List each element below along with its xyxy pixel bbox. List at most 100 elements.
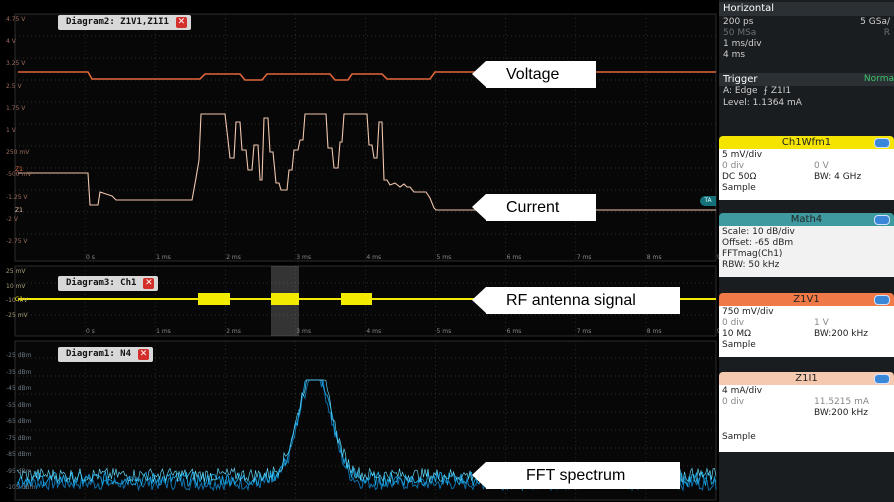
- trigger-level-row[interactable]: Level: 1.1364 mA: [723, 98, 802, 108]
- card-row-value: BW:200 kHz: [814, 329, 868, 339]
- y-axis-label: -1.25 V: [6, 193, 28, 201]
- card-row: 4 mA/div: [722, 386, 890, 397]
- tab-diagram1[interactable]: Diagram1: N4 ✕: [58, 347, 154, 362]
- channel-marker-z1v1[interactable]: Z1: [15, 166, 23, 173]
- horizontal-row-label: 200 ps: [723, 17, 754, 27]
- y-axis-label: 1 V: [6, 127, 16, 134]
- x-axis-label: 4 ms: [366, 254, 382, 261]
- horizontal-row-value: R: [883, 28, 890, 38]
- y-axis-label: -25 mV: [6, 311, 28, 319]
- card-body: Scale: 10 dB/div Offset: -65 dBm FFTmag(Ch…: [719, 226, 894, 277]
- horizontal-row: 4 ms: [723, 50, 890, 60]
- channel-card-z1i1[interactable]: Z1I1 4 mA/div 0 div 11.5215 mA BW:200 kHz Sam…: [719, 372, 894, 452]
- toggle-icon[interactable]: [874, 374, 890, 384]
- current-callout-label: Current: [506, 199, 560, 216]
- y-axis-label: -25 dBm: [6, 352, 32, 359]
- horizontal-header[interactable]: Horizontal: [719, 2, 894, 16]
- close-icon[interactable]: ✕: [138, 349, 150, 360]
- card-row: 750 mV/div: [722, 307, 890, 318]
- trigger-header[interactable]: Trigger Norma: [719, 73, 894, 86]
- card-row-label: 0 div: [722, 318, 745, 328]
- card-title-label: Ch1Wfm1: [781, 137, 832, 148]
- rf-burst-2: [271, 293, 299, 305]
- fft-callout: FFT spectrum: [472, 462, 680, 489]
- x-axis-label: 3 ms: [296, 328, 311, 335]
- card-row: 0 div 11.5215 mA: [722, 397, 890, 408]
- x-axis-label: 5 ms: [436, 254, 452, 261]
- card-row: Sample: [722, 340, 890, 351]
- card-row-label: 4 mA/div: [722, 386, 763, 396]
- settings-panel: Horizontal 200 ps 5 GSa/50 MSa R 1 ms/div 4 …: [719, 0, 894, 502]
- y-axis-label: -85 dBm: [6, 451, 32, 458]
- x-axis-label: 8 ms: [646, 254, 662, 261]
- channel-marker-z1i1[interactable]: Z1: [15, 207, 23, 214]
- card-row-label: Sample: [722, 183, 756, 193]
- card-row-label: 0 div: [722, 161, 745, 171]
- voltage-trace: [18, 71, 716, 81]
- x-axis-label: 3 ms: [296, 254, 311, 261]
- channel-card-ch1wfm1[interactable]: Ch1Wfm1 5 mV/div 0 div 0 V DC 50Ω BW: 4 GHz Sa…: [719, 136, 894, 200]
- toggle-icon[interactable]: [874, 138, 890, 148]
- card-row: Scale: 10 dB/div: [722, 227, 890, 238]
- card-title-label: Math4: [790, 214, 823, 225]
- card-row-label: 750 mV/div: [722, 307, 774, 317]
- card-row-label: RBW: 50 kHz: [722, 260, 780, 270]
- y-axis-label: 250 mV: [6, 149, 30, 157]
- tab-diagram2-label: Diagram2: Z1V1,Z1I1: [66, 17, 169, 27]
- trigger-marker[interactable]: TA: [700, 196, 716, 206]
- close-icon[interactable]: ✕: [143, 278, 155, 289]
- card-row: 0 div 1 V: [722, 318, 890, 329]
- card-row: 10 MΩ BW:200 kHz: [722, 329, 890, 340]
- card-title: Z1I1: [719, 372, 894, 385]
- channel-marker-c1[interactable]: C1: [15, 296, 24, 303]
- y-axis-label: -500 mV: [6, 171, 32, 179]
- toggle-icon[interactable]: [874, 295, 890, 305]
- rf-callout: RF antenna signal: [472, 287, 680, 314]
- card-row-value: BW: 4 GHz: [814, 172, 862, 182]
- trigger-edge-row[interactable]: A: Edge ⨍ Z1I1: [723, 86, 890, 96]
- tab-diagram1-label: Diagram1: N4: [66, 349, 132, 359]
- current-callout: Current: [472, 194, 596, 221]
- y-axis-label: 1.75 V: [6, 104, 26, 112]
- card-body: 4 mA/div 0 div 11.5215 mA BW:200 kHz Sample: [719, 385, 894, 452]
- card-row-label: 0 div: [722, 397, 745, 407]
- x-axis-label: 2 ms: [226, 328, 241, 335]
- close-icon[interactable]: ✕: [175, 17, 187, 28]
- channel-card-math4[interactable]: Math4 Scale: 10 dB/div Offset: -65 dBm FFTm…: [719, 213, 894, 277]
- x-axis-label: 8 ms: [646, 328, 662, 335]
- current-trace: [18, 113, 716, 211]
- y-axis-label: 25 mV: [6, 268, 26, 275]
- card-row: RBW: 50 kHz: [722, 260, 890, 271]
- y-axis-label: 4 V: [6, 38, 16, 46]
- card-row: 5 mV/div: [722, 150, 890, 161]
- voltage-callout-label: Voltage: [506, 66, 560, 83]
- card-title: Z1V1: [719, 293, 894, 306]
- y-axis-label: -2 V: [6, 215, 18, 223]
- y-axis-label: -10 mV: [6, 297, 28, 304]
- horizontal-row: 1 ms/div: [723, 39, 890, 49]
- y-axis-label: -95 dBm: [6, 467, 32, 475]
- card-row: Sample: [722, 432, 890, 443]
- toggle-icon[interactable]: [874, 215, 890, 225]
- card-title: Math4: [719, 213, 894, 226]
- trigger-title: Trigger: [723, 74, 758, 85]
- card-row: 0 div 0 V: [722, 161, 890, 172]
- trigger-mode: Norma: [863, 74, 894, 84]
- channel-card-z1v1[interactable]: Z1V1 750 mV/div 0 div 1 V 10 MΩ BW:200 kHz Sam…: [719, 293, 894, 357]
- card-row: FFTmag(Ch1): [722, 249, 890, 260]
- card-row-label: 10 MΩ: [722, 329, 751, 339]
- x-axis-label: 6 ms: [506, 328, 522, 335]
- y-axis-label: -105 dBm: [6, 484, 36, 491]
- card-row-label: DC 50Ω: [722, 172, 757, 182]
- x-axis-label: 2 ms: [226, 254, 241, 261]
- y-axis-label: -35 dBm: [6, 368, 32, 376]
- tab-diagram2[interactable]: Diagram2: Z1V1,Z1I1 ✕: [58, 15, 191, 30]
- card-body: 5 mV/div 0 div 0 V DC 50Ω BW: 4 GHz Sample: [719, 149, 894, 200]
- x-axis-label: 1 ms: [156, 328, 171, 335]
- y-axis-label: -55 dBm: [6, 401, 32, 409]
- y-axis-label: -75 dBm: [6, 434, 32, 442]
- tab-diagram3[interactable]: Diagram3: Ch1 ✕: [58, 276, 159, 291]
- y-axis-label: -65 dBm: [6, 418, 32, 425]
- card-row-value: 0 V: [814, 161, 829, 171]
